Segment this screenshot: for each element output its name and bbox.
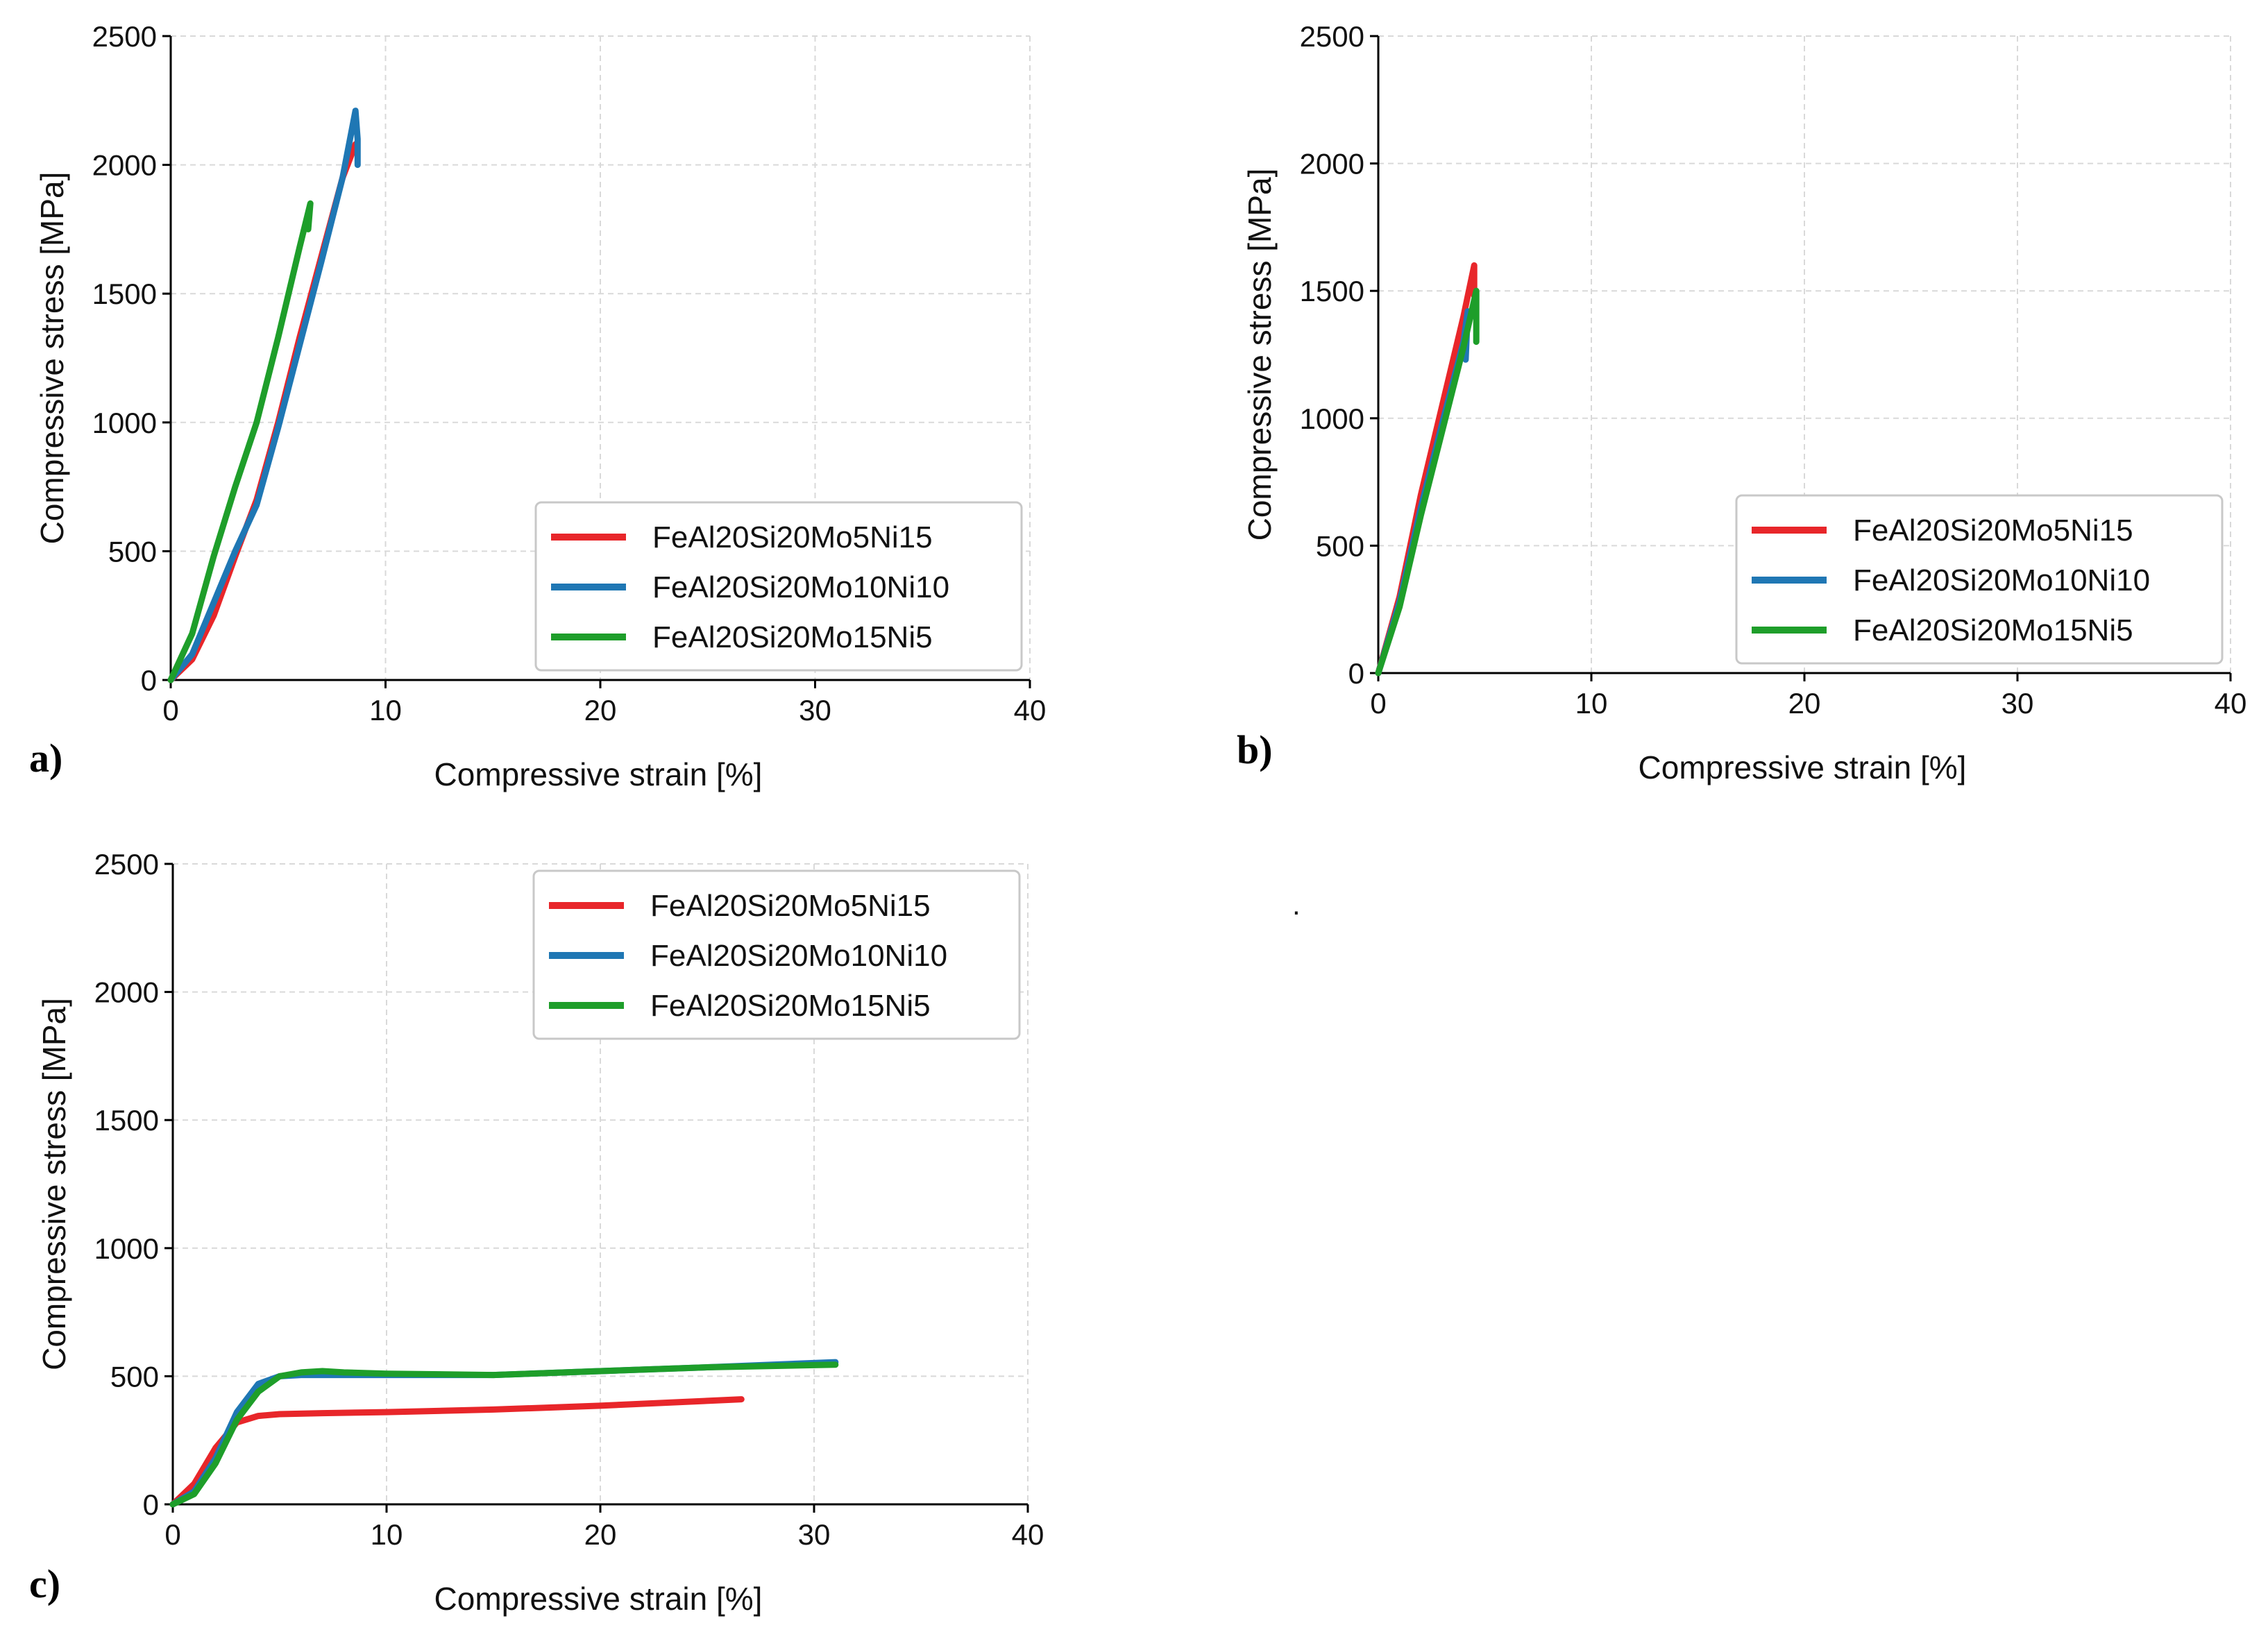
y-tick-label: 0 <box>1348 657 1364 690</box>
legend-entry-label: FeAl20Si20Mo15Ni5 <box>1853 613 2133 647</box>
x-tick-label: 10 <box>369 694 402 726</box>
y-tick-label: 0 <box>143 1488 159 1521</box>
x-tick-label: 30 <box>799 694 831 726</box>
x-tick-label: 10 <box>1575 687 1608 720</box>
y-tick-label: 500 <box>1316 529 1364 562</box>
x-tick-label: 40 <box>2215 687 2247 720</box>
y-axis-title: Compressive stress [MPa] <box>34 172 70 545</box>
legend-entry-label: FeAl20Si20Mo10Ni10 <box>1853 563 2150 597</box>
x-axis-title: Compressive strain [%] <box>434 756 763 792</box>
y-tick-label: 500 <box>108 535 157 568</box>
x-tick-label: 0 <box>164 1518 180 1551</box>
series-line-FeAl20Si20Mo15Ni5 <box>169 1361 839 1508</box>
legend: FeAl20Si20Mo5Ni15 FeAl20Si20Mo10Ni10 FeAl2… <box>1735 494 2224 665</box>
x-tick-label: 20 <box>1788 687 1821 720</box>
x-tick-label: 0 <box>162 694 178 726</box>
panel-label: b) <box>1237 727 1273 772</box>
legend-box <box>1735 494 2224 665</box>
y-tick-label: 2500 <box>92 20 157 53</box>
y-tick-label: 1000 <box>94 1232 159 1265</box>
stray-dot: . <box>1292 888 1301 921</box>
y-tick-label: 2500 <box>1300 20 1364 53</box>
legend-box <box>532 869 1021 1040</box>
x-tick-label: 40 <box>1012 1518 1044 1551</box>
y-tick-label: 1500 <box>1300 275 1364 307</box>
x-tick-label: 40 <box>1014 694 1047 726</box>
y-tick-label: 2000 <box>94 976 159 1009</box>
x-tick-label: 0 <box>1370 687 1386 720</box>
y-tick-label: 500 <box>110 1360 159 1393</box>
series-line-FeAl20Si20Mo10Ni10 <box>167 108 361 683</box>
legend-entry-label: FeAl20Si20Mo15Ni5 <box>652 620 933 654</box>
x-tick-label: 20 <box>584 694 617 726</box>
chart-panel-b: 0 10 20 30 40 0 500 1000 1500 2000 2500 Compressive… <box>1237 20 2246 785</box>
x-tick-label: 20 <box>584 1518 617 1551</box>
legend-entry-label: FeAl20Si20Mo10Ni10 <box>652 570 949 604</box>
x-tick-label: 30 <box>2002 687 2034 720</box>
series-line-FeAl20Si20Mo15Ni5 <box>167 200 314 683</box>
legend-box <box>534 501 1023 672</box>
legend: FeAl20Si20Mo5Ni15 FeAl20Si20Mo10Ni10 FeAl2… <box>534 501 1023 672</box>
legend: FeAl20Si20Mo5Ni15 FeAl20Si20Mo10Ni10 FeAl2… <box>532 869 1021 1040</box>
x-tick-label: 10 <box>371 1518 403 1551</box>
series-line-FeAl20Si20Mo5Ni15 <box>169 1396 745 1508</box>
legend-entry-label: FeAl20Si20Mo10Ni10 <box>650 939 947 973</box>
y-axis-title: Compressive stress [MPa] <box>1242 169 1278 541</box>
series-line-FeAl20Si20Mo15Ni5 <box>1375 287 1480 677</box>
chart-panel-a: 0 10 20 30 40 0 500 1000 1500 2000 2500 Compressive… <box>29 20 1046 792</box>
y-tick-label: 1000 <box>92 407 157 439</box>
legend-entry-label: FeAl20Si20Mo5Ni15 <box>650 889 931 923</box>
x-axis-title: Compressive strain [%] <box>1639 749 1967 785</box>
panel-label: a) <box>29 736 62 781</box>
y-tick-label: 1500 <box>94 1104 159 1137</box>
chart-panel-c: 0 10 20 30 40 0 500 1000 1500 2000 2500 Compressive… <box>29 848 1044 1617</box>
y-tick-label: 2000 <box>92 149 157 182</box>
x-tick-label: 30 <box>798 1518 831 1551</box>
y-tick-label: 1000 <box>1300 402 1364 435</box>
y-axis-title: Compressive stress [MPa] <box>36 998 72 1370</box>
y-tick-label: 2000 <box>1300 148 1364 180</box>
x-axis-title: Compressive strain [%] <box>434 1581 763 1617</box>
legend-entry-label: FeAl20Si20Mo15Ni5 <box>650 989 931 1023</box>
y-tick-label: 0 <box>141 664 157 697</box>
legend-entry-label: FeAl20Si20Mo5Ni15 <box>1853 513 2133 547</box>
legend-entry-label: FeAl20Si20Mo5Ni15 <box>652 520 933 554</box>
panel-label: c) <box>29 1561 60 1606</box>
y-tick-label: 1500 <box>92 278 157 310</box>
y-tick-label: 2500 <box>94 848 159 881</box>
